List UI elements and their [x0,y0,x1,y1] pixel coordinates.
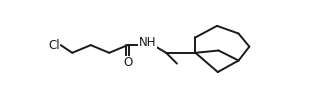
Text: O: O [123,56,132,69]
Text: Cl: Cl [48,39,59,52]
Text: NH: NH [139,36,156,49]
